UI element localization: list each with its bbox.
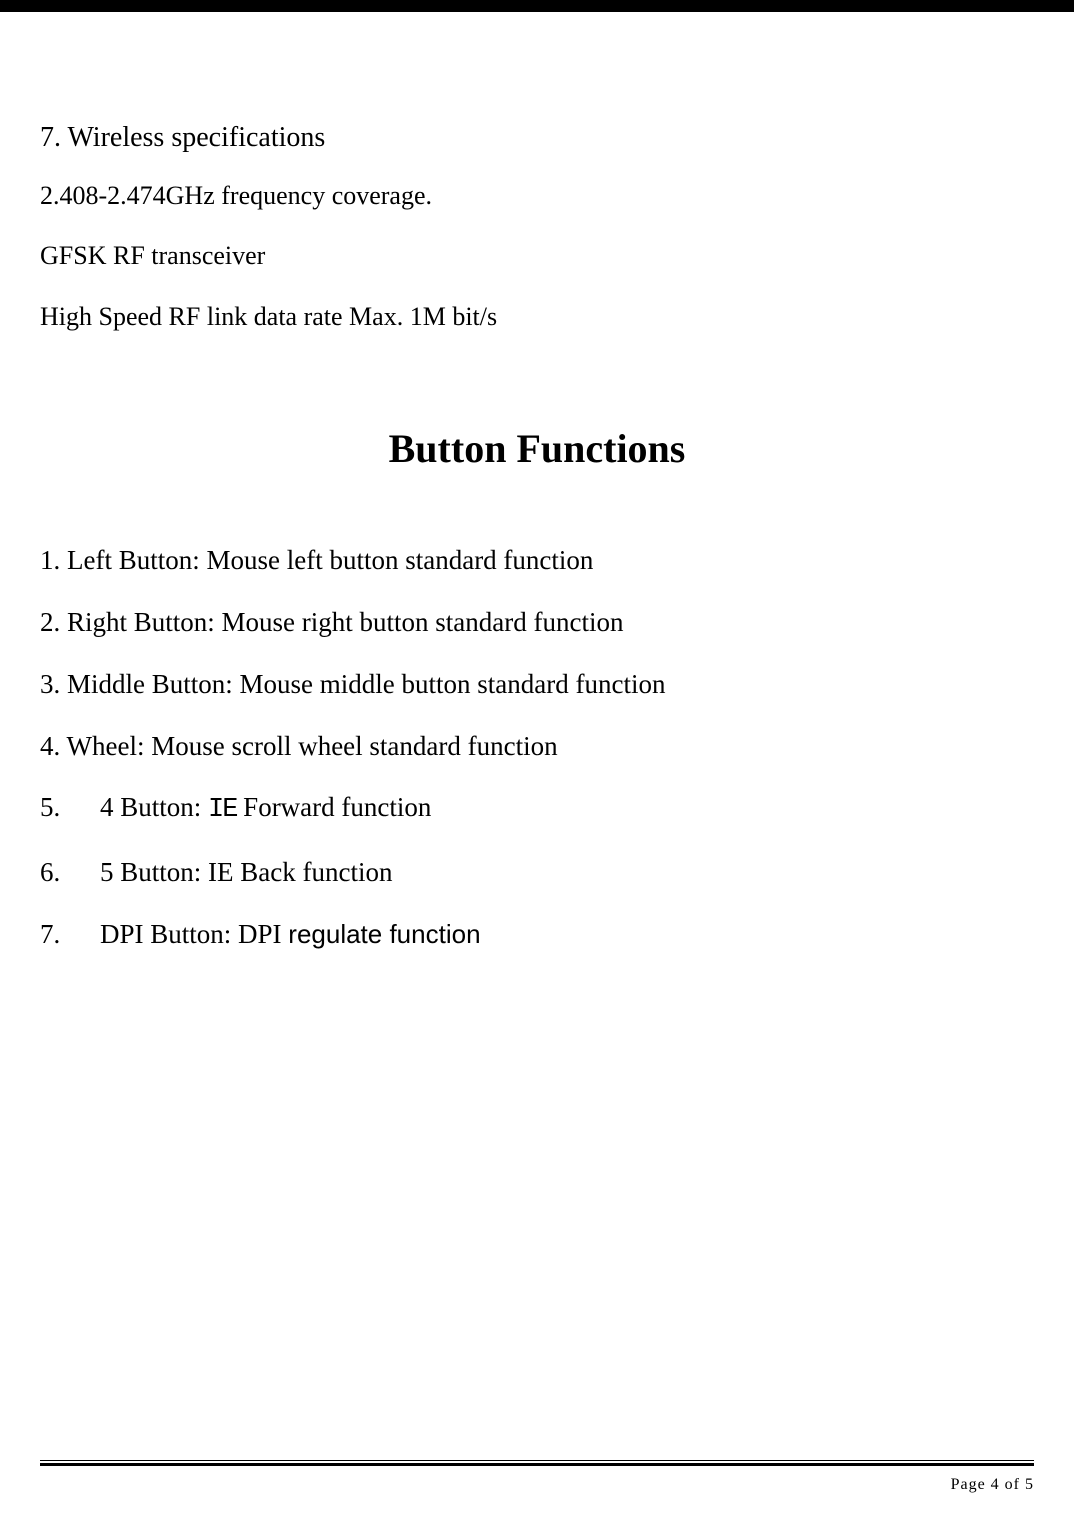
button-functions-title: Button Functions xyxy=(40,425,1034,472)
item-5-text-b: Forward function xyxy=(236,792,431,822)
button-item-1: 1. Left Button: Mouse left button standa… xyxy=(40,542,1034,580)
page-content: 7. Wireless specifications 2.408-2.474GH… xyxy=(0,12,1074,954)
top-border xyxy=(0,0,1074,12)
item-7-text: DPI Button: DPI xyxy=(100,919,288,949)
button-item-4: 4. Wheel: Mouse scroll wheel standard fu… xyxy=(40,728,1034,766)
item-6-text: 5 Button: IE Back function xyxy=(100,857,392,887)
item-5-number: 5. xyxy=(40,789,100,827)
item-5-ie: IE xyxy=(208,795,236,825)
footer: Page 4 of 5 xyxy=(0,1460,1074,1494)
section-7-heading: 7. Wireless specifications xyxy=(40,122,1034,154)
item-5-text-a: 4 Button: xyxy=(100,792,208,822)
item-6-number: 6. xyxy=(40,854,100,892)
button-item-2: 2. Right Button: Mouse right button stan… xyxy=(40,604,1034,642)
item-7-sans: regulate function xyxy=(288,919,480,949)
spec-line-1: 2.408-2.474GHz frequency coverage. xyxy=(40,178,1034,214)
button-item-6: 6.5 Button: IE Back function xyxy=(40,854,1034,892)
button-item-7: 7.DPI Button: DPI regulate function xyxy=(40,916,1034,954)
spec-line-3: High Speed RF link data rate Max. 1M bit… xyxy=(40,299,1034,335)
button-item-5: 5.4 Button: IE Forward function xyxy=(40,789,1034,830)
button-item-3: 3. Middle Button: Mouse middle button st… xyxy=(40,666,1034,704)
page-number: Page 4 of 5 xyxy=(40,1476,1034,1494)
footer-line-bottom xyxy=(40,1463,1034,1466)
item-7-number: 7. xyxy=(40,916,100,954)
spec-line-2: GFSK RF transceiver xyxy=(40,238,1034,274)
